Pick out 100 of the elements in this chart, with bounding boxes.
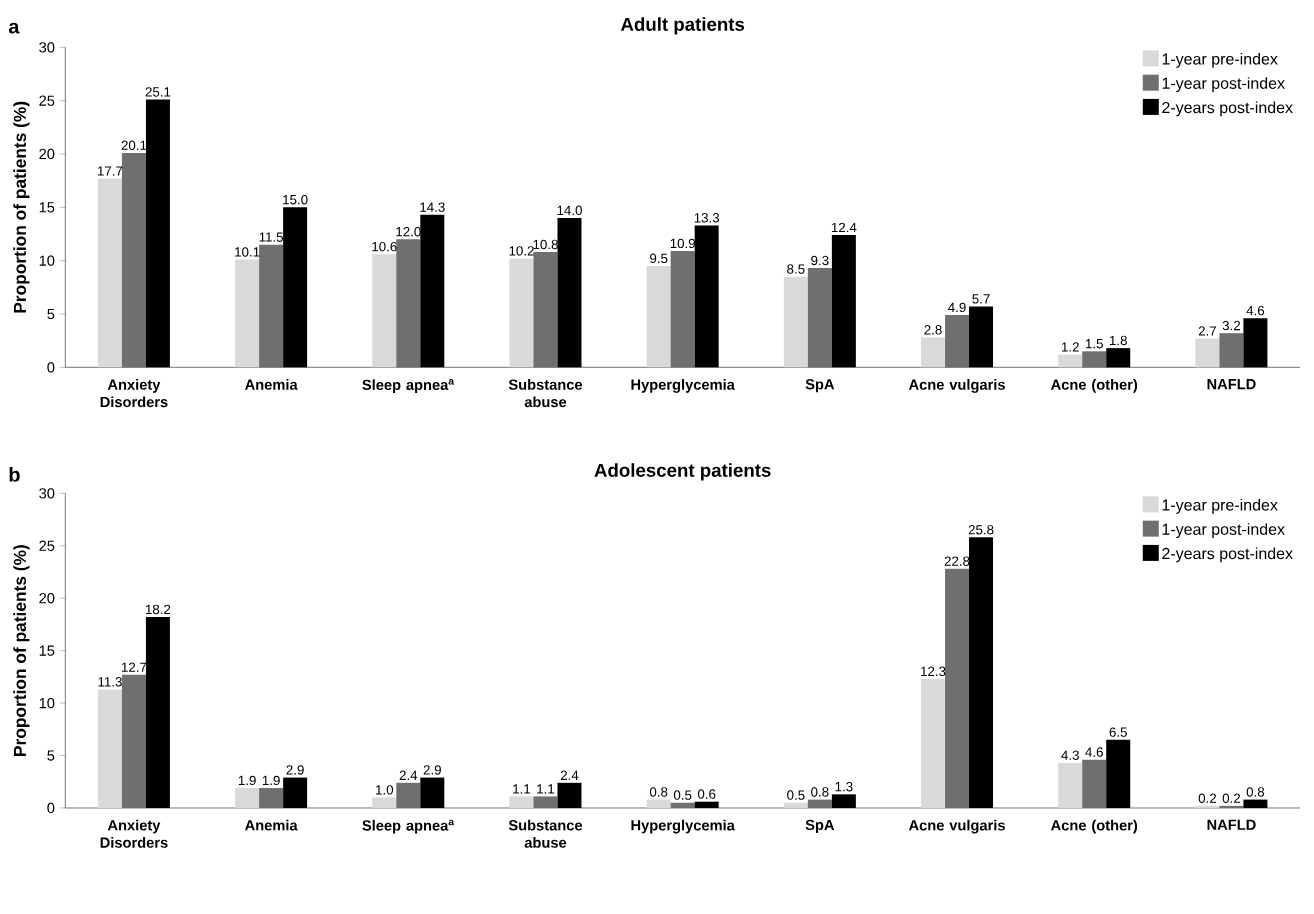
data-label: 10.2 [509, 246, 534, 256]
bar [533, 252, 558, 368]
bar [1219, 333, 1244, 368]
data-label: 1.1 [537, 784, 555, 794]
x-tick-label: Anxiety Disorders [100, 379, 168, 408]
y-tick-label: 25 [39, 540, 55, 551]
y-tick-label: 30 [39, 488, 55, 499]
legend-label: 2-years post-index [1162, 101, 1293, 117]
y-tick-label: 0 [47, 362, 55, 373]
y-tick-label: 15 [39, 645, 55, 656]
x-tick-label: Substance abuse [508, 379, 583, 408]
data-label: 12.4 [831, 222, 857, 233]
bar [235, 788, 260, 808]
data-label: 13.3 [694, 213, 720, 223]
bar [97, 689, 122, 808]
data-label: 0.2 [1198, 793, 1217, 803]
x-tick-label: Acne (other) [1050, 379, 1138, 393]
data-label: 4.3 [1061, 750, 1079, 760]
data-label: 2.4 [399, 770, 418, 780]
data-label: 0.8 [649, 787, 668, 797]
y-tick-label: 15 [39, 202, 55, 213]
data-label: 1.9 [238, 775, 256, 786]
data-label: 8.5 [787, 264, 805, 274]
bar [670, 802, 695, 808]
y-tick-label: 20 [39, 593, 55, 604]
data-label: 2.9 [286, 765, 304, 775]
data-label: 4.6 [1246, 305, 1265, 316]
data-label: 1.0 [376, 785, 394, 795]
data-label: 1.9 [262, 775, 280, 786]
x-tick-label: SpA [805, 379, 835, 393]
data-label: 25.1 [145, 87, 171, 97]
bar [945, 568, 970, 808]
y-tick-label: 25 [39, 95, 55, 106]
data-label: 1.5 [1085, 339, 1103, 349]
bar [1195, 805, 1220, 808]
bar [921, 337, 946, 368]
x-tick-label: Acne vulgaris [908, 819, 1005, 834]
x-tick-label: Anxiety Disorders [100, 819, 168, 848]
data-label: 2.4 [560, 770, 579, 780]
data-label: 1.2 [1061, 342, 1079, 352]
bar [1082, 351, 1107, 368]
data-label: 15.0 [283, 194, 308, 205]
bar [259, 788, 284, 808]
bar [121, 152, 146, 368]
data-label: 11.3 [98, 677, 122, 687]
chart-title: Adolescent patients [594, 463, 771, 481]
bar [1195, 338, 1220, 368]
data-label: 6.5 [1109, 727, 1127, 737]
bar [1082, 759, 1107, 808]
bar [509, 258, 534, 368]
y-tick-label: 10 [39, 255, 55, 266]
bar [646, 799, 671, 808]
bar [235, 259, 260, 368]
y-tick-label: 30 [39, 42, 55, 53]
x-tick-label: Anemia [244, 379, 298, 390]
data-label: 12.3 [921, 666, 946, 677]
data-label: 17.7 [97, 166, 123, 176]
bar [807, 799, 832, 808]
data-label: 1.1 [513, 784, 531, 794]
x-tick-label: Anemia [244, 819, 298, 831]
data-label: 0.5 [673, 790, 692, 800]
x-tick-label: SpA [805, 819, 835, 833]
bar [670, 251, 695, 368]
bar [509, 796, 534, 808]
data-label: 0.6 [697, 789, 716, 799]
data-label: 0.8 [1246, 787, 1265, 797]
y-axis-title: Proportion of patients (%) [13, 545, 30, 756]
data-label: 25.8 [968, 525, 994, 535]
text: b [9, 467, 20, 482]
bar [372, 254, 397, 368]
data-label: 4.9 [948, 302, 966, 313]
data-label: 0.5 [787, 790, 805, 800]
data-label: 0.8 [811, 787, 829, 797]
legend-label: 1-year pre-index [1162, 52, 1278, 68]
data-label: 1.3 [835, 781, 853, 792]
bar [807, 268, 832, 368]
data-label: 9.5 [650, 253, 668, 264]
data-label: 20.1 [121, 140, 147, 150]
x-tick-label: Acne vulgaris [908, 379, 1005, 393]
legend-label: 2-years post-index [1162, 547, 1293, 563]
data-label: 1.8 [1109, 335, 1127, 346]
x-tick-label: NAFLD [1207, 379, 1256, 390]
data-label: 10.9 [670, 238, 696, 249]
y-tick-label: 5 [47, 308, 55, 320]
y-tick-label: 0 [47, 802, 55, 814]
data-label: 9.3 [811, 255, 829, 266]
legend-label: 1-year post-index [1162, 77, 1285, 93]
data-label: 4.6 [1085, 747, 1103, 757]
bar [396, 782, 421, 808]
data-label: 10.8 [533, 239, 558, 250]
bar [372, 797, 397, 808]
bar [1219, 805, 1244, 808]
y-tick-label: 5 [47, 750, 55, 761]
data-label: 3.2 [1222, 320, 1241, 331]
data-label: 18.2 [145, 604, 171, 615]
data-label: 10.6 [372, 241, 397, 252]
y-axis-title: Proportion of patients (%) [13, 101, 30, 313]
bar [259, 244, 284, 368]
x-tick-label: Hyperglycemia [631, 379, 735, 393]
data-label: 10.1 [235, 247, 260, 257]
